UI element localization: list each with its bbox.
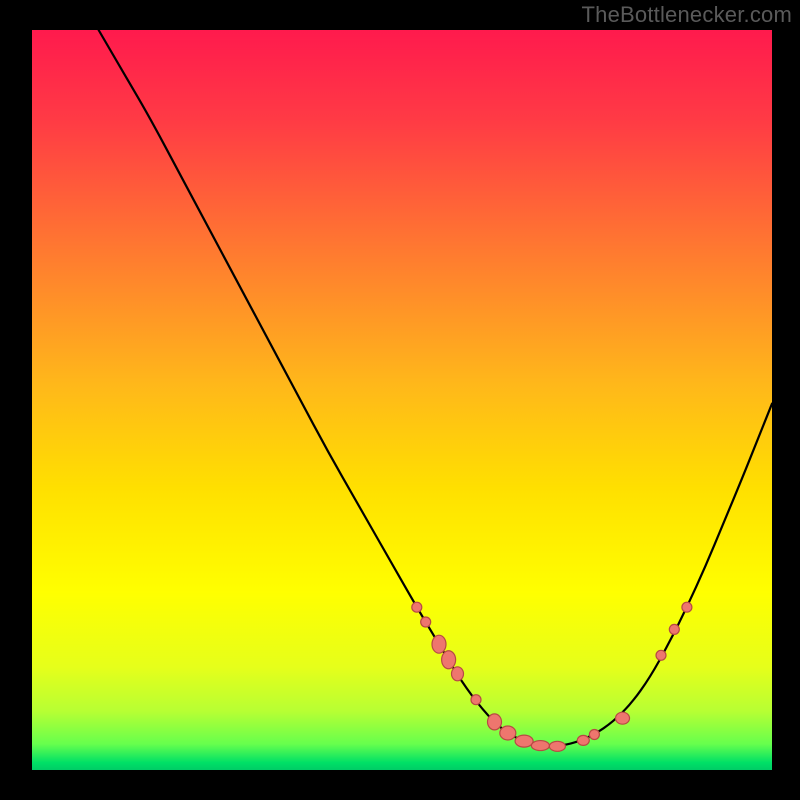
curve-marker [452, 667, 464, 681]
curve-marker [488, 714, 502, 730]
curve-marker [656, 650, 666, 660]
curve-marker [515, 735, 533, 747]
curve-marker [442, 651, 456, 669]
curve-marker [500, 726, 516, 740]
curve-marker [577, 735, 589, 745]
curve-marker [421, 617, 431, 627]
curve-marker [531, 741, 549, 751]
curve-marker [682, 602, 692, 612]
curve-marker [616, 712, 630, 724]
bottleneck-curve-chart [0, 0, 800, 800]
curve-marker [589, 729, 599, 739]
curve-marker [669, 624, 679, 634]
curve-marker [549, 741, 565, 751]
curve-marker [412, 602, 422, 612]
watermark-text: TheBottlenecker.com [582, 2, 792, 28]
curve-marker [471, 695, 481, 705]
chart-root: TheBottlenecker.com [0, 0, 800, 800]
curve-marker [432, 635, 446, 653]
